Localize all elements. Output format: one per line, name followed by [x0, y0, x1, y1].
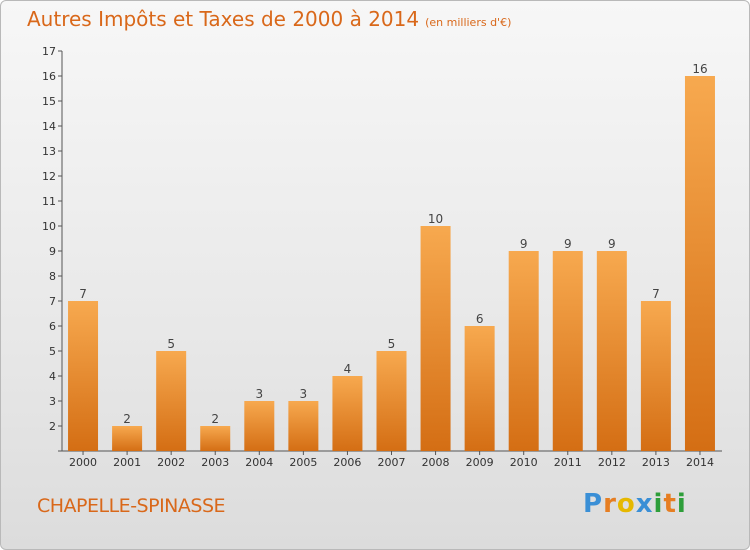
data-label: 9	[564, 237, 572, 251]
y-tick-label: 10	[42, 220, 56, 233]
bar	[552, 251, 583, 451]
y-tick-label: 15	[42, 95, 56, 108]
logo-letter: i	[676, 489, 687, 519]
y-tick-label: 14	[42, 120, 56, 133]
y-tick-label: 16	[42, 70, 56, 83]
y-tick-label: 7	[49, 295, 56, 308]
x-tick-label: 2001	[113, 456, 141, 469]
data-label: 7	[79, 287, 87, 301]
data-label: 4	[344, 362, 352, 376]
x-tick-label: 2002	[157, 456, 185, 469]
x-tick-label: 2012	[598, 456, 626, 469]
chart-title: Autres Impôts et Taxes de 2000 à 2014 (en…	[27, 7, 511, 31]
bar	[68, 301, 99, 451]
data-label: 7	[652, 287, 660, 301]
bar	[596, 251, 627, 451]
x-tick-label: 2006	[333, 456, 361, 469]
y-tick-label: 11	[42, 195, 56, 208]
data-label: 2	[123, 412, 131, 426]
logo-letter: t	[663, 489, 677, 519]
chart-title-text: Autres Impôts et Taxes de 2000 à 2014	[27, 7, 420, 31]
bar	[420, 226, 451, 451]
commune-name: CHAPELLE-SPINASSE	[37, 495, 226, 517]
y-tick-label: 8	[49, 270, 56, 283]
y-tick-label: 3	[49, 395, 56, 408]
logo-letter: i	[653, 489, 664, 519]
y-tick-label: 9	[49, 245, 56, 258]
x-tick-label: 2009	[466, 456, 494, 469]
data-label: 16	[692, 62, 707, 76]
x-tick-label: 2007	[378, 456, 406, 469]
bar	[112, 426, 143, 451]
bar	[200, 426, 231, 451]
proxiti-logo[interactable]: Proxiti	[583, 489, 687, 519]
data-label: 10	[428, 212, 443, 226]
bar	[244, 401, 275, 451]
x-tick-label: 2014	[686, 456, 714, 469]
data-label: 5	[388, 337, 396, 351]
bar	[508, 251, 539, 451]
x-tick-label: 2011	[554, 456, 582, 469]
y-tick-label: 4	[49, 370, 56, 383]
data-label: 2	[211, 412, 219, 426]
bar	[640, 301, 671, 451]
x-tick-label: 2003	[201, 456, 229, 469]
bar	[332, 376, 363, 451]
x-tick-label: 2000	[69, 456, 97, 469]
logo-letter: P	[583, 489, 604, 519]
bar	[464, 326, 495, 451]
y-tick-label: 2	[49, 420, 56, 433]
bar	[684, 76, 715, 451]
chart-title-unit: (en milliers d'€)	[425, 16, 512, 29]
bar	[376, 351, 407, 451]
data-label: 5	[167, 337, 175, 351]
bar	[156, 351, 187, 451]
data-label: 9	[608, 237, 616, 251]
y-tick-label: 13	[42, 145, 56, 158]
x-tick-label: 2008	[422, 456, 450, 469]
y-tick-label: 12	[42, 170, 56, 183]
logo-letter: r	[603, 489, 617, 519]
bar	[288, 401, 319, 451]
logo-letter: o	[616, 489, 636, 519]
data-label: 9	[520, 237, 528, 251]
y-tick-label: 6	[49, 320, 56, 333]
y-tick-label: 17	[42, 45, 56, 58]
x-tick-label: 2010	[510, 456, 538, 469]
y-tick-label: 5	[49, 345, 56, 358]
data-label: 3	[300, 387, 308, 401]
data-label: 6	[476, 312, 484, 326]
x-tick-label: 2013	[642, 456, 670, 469]
x-tick-label: 2004	[245, 456, 273, 469]
x-tick-label: 2005	[289, 456, 317, 469]
data-label: 3	[255, 387, 263, 401]
logo-letter: x	[635, 489, 654, 519]
